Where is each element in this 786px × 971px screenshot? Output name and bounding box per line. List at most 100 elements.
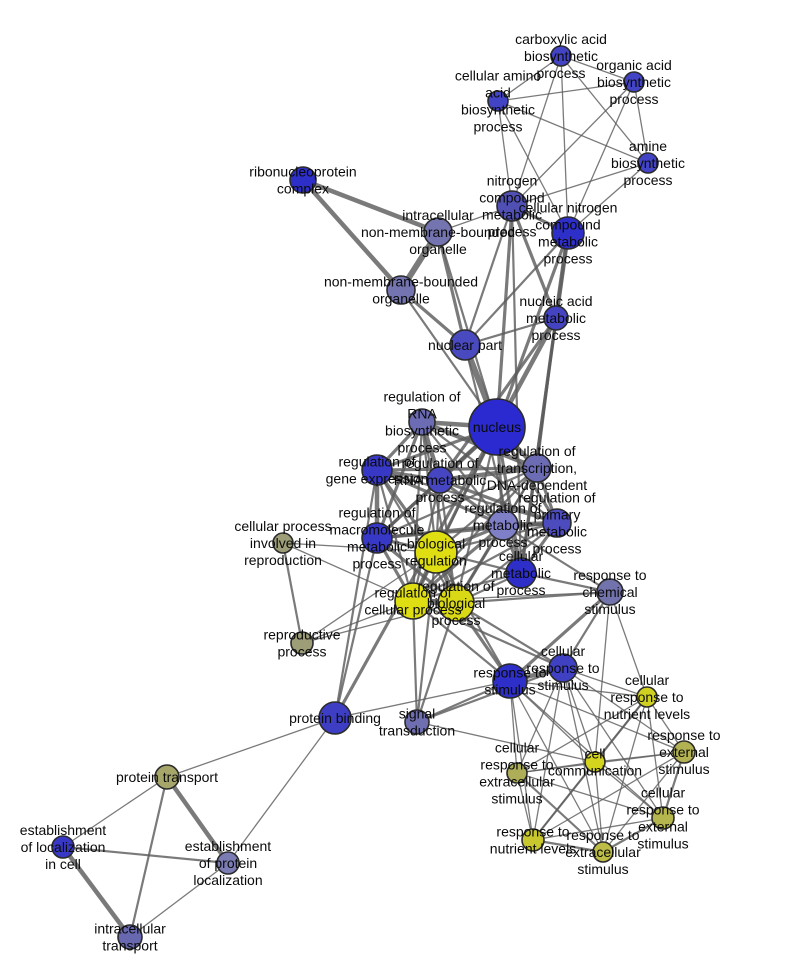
graph-node-cellular-response-to-external-stimulus[interactable] bbox=[651, 806, 675, 830]
graph-node-non-membrane-bounded-organelle[interactable] bbox=[386, 275, 416, 305]
graph-node-label-regulation-of-rna-metabolic-process: regulation of RNA metabolic process bbox=[394, 455, 487, 505]
graph-node-response-to-stimulus[interactable] bbox=[492, 663, 528, 699]
edge-organic-acid-biosynthetic-process--cellular-nitrogen-compound-metabolic-process bbox=[567, 81, 635, 234]
edge-cellular-response-to-nutrient-levels--cellular-response-to-external-stimulus bbox=[646, 696, 664, 819]
graph-node-intracellular-transport[interactable] bbox=[117, 924, 143, 950]
graph-node-label-ribonucleoprotein-complex: ribonucleoprotein complex bbox=[249, 164, 356, 197]
graph-node-regulation-of-cellular-process[interactable] bbox=[394, 582, 432, 620]
graph-node-response-to-external-stimulus[interactable] bbox=[672, 740, 696, 764]
edge-regulation-of-transcription-dna-dependent--regulation-of-rna-metabolic-process bbox=[439, 465, 538, 483]
graph-node-nitrogen-compound-metabolic-process[interactable] bbox=[496, 190, 528, 222]
edge-carboxylic-acid-biosynthetic-process--cellular-nitrogen-compound-metabolic-process bbox=[560, 55, 569, 234]
edge-signal-transduction--regulation-of-cellular-process bbox=[411, 600, 419, 723]
edge-intracellular-non-membrane-bounded-organelle--nuclear-part bbox=[436, 231, 467, 346]
graph-node-protein-binding[interactable] bbox=[318, 701, 352, 735]
graph-node-protein-transport[interactable] bbox=[154, 764, 180, 790]
edge-cell-communication--cellular-response-to-external-stimulus bbox=[594, 761, 664, 819]
edge-cell-communication--response-to-nutrient-levels bbox=[532, 761, 596, 841]
graph-node-organic-acid-biosynthetic-process[interactable] bbox=[623, 71, 645, 93]
graph-node-label-carboxylic-acid-biosynthetic-process: carboxylic acid biosynthetic process bbox=[515, 31, 607, 81]
graph-node-cellular-response-to-stimulus[interactable] bbox=[548, 653, 578, 683]
edge-regulation-of-transcription-dna-dependent--regulation-of-macromolecule-metabolic-process bbox=[376, 466, 538, 540]
edge-ribonucleoprotein-complex--intracellular-non-membrane-bounded-organelle bbox=[302, 177, 439, 235]
edge-response-to-chemical-stimulus--regulation-of-biological-process bbox=[455, 590, 611, 605]
edge-signal-transduction--cell-communication bbox=[416, 721, 596, 763]
graph-node-label-amine-biosynthetic-process: amine biosynthetic process bbox=[611, 138, 685, 188]
edge-response-to-nutrient-levels--response-to-extracellular-stimulus bbox=[532, 838, 604, 854]
edge-cellular-response-to-stimulus--regulation-of-biological-process bbox=[455, 602, 564, 669]
graph-node-response-to-nutrient-levels[interactable] bbox=[521, 828, 545, 852]
edge-regulation-of-transcription-dna-dependent--biological-regulation bbox=[435, 467, 538, 553]
edge-organic-acid-biosynthetic-process--nitrogen-compound-metabolic-process bbox=[511, 81, 635, 207]
node-layer bbox=[51, 45, 696, 950]
graph-node-amine-biosynthetic-process[interactable] bbox=[637, 152, 659, 174]
edge-cellular-amino-acid-biosynthetic-process--amine-biosynthetic-process bbox=[497, 100, 649, 164]
edge-response-to-stimulus--response-to-extracellular-stimulus bbox=[509, 680, 604, 853]
edge-cellular-response-to-extracellular-stimulus--response-to-extracellular-stimulus bbox=[516, 772, 604, 853]
edge-carboxylic-acid-biosynthetic-process--organic-acid-biosynthetic-process bbox=[560, 55, 635, 83]
graph-node-establishment-of-localization-in-cell[interactable] bbox=[51, 835, 75, 859]
edge-cellular-response-to-stimulus--cellular-response-to-external-stimulus bbox=[562, 667, 664, 819]
edge-cellular-response-to-extracellular-stimulus--cellular-response-to-external-stimulus bbox=[516, 772, 664, 819]
graph-node-label-response-to-extracellular-stimulus: response to extracellular stimulus bbox=[565, 827, 641, 877]
graph-node-label-non-membrane-bounded-organelle: non-membrane-bounded organelle bbox=[324, 274, 478, 307]
graph-node-intracellular-non-membrane-bounded-organelle[interactable] bbox=[423, 217, 453, 247]
graph-node-cellular-response-to-nutrient-levels[interactable] bbox=[636, 686, 658, 708]
graph-node-reproductive-process[interactable] bbox=[290, 631, 314, 655]
edge-regulation-of-transcription-dna-dependent--regulation-of-gene-expression bbox=[376, 466, 538, 472]
graph-node-nucleic-acid-metabolic-process[interactable] bbox=[543, 305, 569, 331]
graph-node-carboxylic-acid-biosynthetic-process[interactable] bbox=[550, 45, 572, 67]
graph-node-label-nitrogen-compound-metabolic-process: nitrogen compound metabolic process bbox=[479, 173, 544, 240]
edge-signal-transduction--biological-regulation bbox=[415, 551, 438, 723]
graph-node-cellular-response-to-extracellular-stimulus[interactable] bbox=[506, 762, 528, 784]
graph-node-regulation-of-transcription-dna-dependent[interactable] bbox=[522, 453, 552, 483]
graph-node-regulation-of-biological-process[interactable] bbox=[437, 584, 475, 622]
graph-node-regulation-of-macromolecule-metabolic-process[interactable] bbox=[361, 522, 393, 554]
graph-node-regulation-of-primary-metabolic-process[interactable] bbox=[542, 508, 572, 538]
graph-node-cellular-amino-acid-biosynthetic-process[interactable] bbox=[487, 90, 509, 112]
graph-node-label-cell-communication: cell communication bbox=[548, 746, 642, 779]
graph-node-label-cellular-response-to-external-stimulus: cellular response to external stimulus bbox=[626, 785, 699, 852]
graph-node-label-protein-binding: protein binding bbox=[289, 710, 381, 726]
graph-node-label-cellular-response-to-stimulus: cellular response to stimulus bbox=[526, 643, 599, 693]
graph-node-nucleus[interactable] bbox=[468, 398, 526, 456]
graph-node-response-to-extracellular-stimulus[interactable] bbox=[592, 841, 614, 863]
graph-node-label-cellular-metabolic-process: cellular metabolic process bbox=[491, 548, 551, 598]
graph-node-label-intracellular-non-membrane-bounded-organelle: intracellular non-membrane-bounded organel… bbox=[361, 207, 515, 257]
graph-node-establishment-of-protein-localization[interactable] bbox=[216, 851, 240, 875]
graph-node-nuclear-part[interactable] bbox=[449, 329, 481, 361]
graph-node-label-establishment-of-protein-localization: establishment of protein localization bbox=[185, 838, 271, 888]
edge-cellular-amino-acid-biosynthetic-process--organic-acid-biosynthetic-process bbox=[497, 81, 635, 102]
edge-cellular-process-involved-in-reproduction--biological-regulation bbox=[282, 542, 437, 553]
graph-node-cellular-metabolic-process[interactable] bbox=[505, 557, 537, 589]
graph-node-cellular-process-involved-in-reproduction[interactable] bbox=[272, 532, 294, 554]
edge-organic-acid-biosynthetic-process--amine-biosynthetic-process bbox=[633, 81, 649, 164]
graph-node-label-nuclear-part: nuclear part bbox=[428, 337, 502, 353]
graph-node-label-cellular-nitrogen-compound-metabolic-process: cellular nitrogen compound metabolic proces… bbox=[519, 200, 618, 267]
edge-cellular-response-to-stimulus--regulation-of-cellular-process bbox=[412, 599, 564, 670]
edge-protein-binding--regulation-of-macromolecule-metabolic-process bbox=[333, 537, 379, 719]
graph-node-regulation-of-gene-expression[interactable] bbox=[361, 454, 393, 486]
graph-node-label-regulation-of-macromolecule-metabolic-process: regulation of macromolecule metabolic proce… bbox=[330, 505, 425, 572]
edge-signal-transduction--regulation-of-biological-process bbox=[415, 602, 458, 723]
graph-node-cellular-nitrogen-compound-metabolic-process[interactable] bbox=[551, 216, 585, 250]
edge-response-to-chemical-stimulus--regulation-of-metabolic-process bbox=[502, 524, 611, 593]
edge-nucleic-acid-metabolic-process--nuclear-part bbox=[464, 316, 557, 347]
graph-node-regulation-of-rna-biosynthetic-process[interactable] bbox=[408, 408, 436, 436]
edge-cellular-response-to-stimulus--cellular-response-to-extracellular-stimulus bbox=[516, 667, 564, 774]
graph-node-regulation-of-metabolic-process[interactable] bbox=[487, 509, 519, 541]
edge-response-to-stimulus--biological-regulation bbox=[435, 551, 511, 682]
graph-node-cell-communication[interactable] bbox=[584, 751, 606, 773]
graph-node-response-to-chemical-stimulus[interactable] bbox=[596, 578, 624, 606]
graph-node-signal-transduction[interactable] bbox=[404, 709, 430, 735]
edge-regulation-of-rna-biosynthetic-process--regulation-of-cellular-process bbox=[411, 421, 424, 602]
graph-node-label-response-to-external-stimulus: response to external stimulus bbox=[647, 727, 720, 777]
edge-response-to-stimulus--response-to-external-stimulus bbox=[509, 680, 685, 753]
graph-node-biological-regulation[interactable] bbox=[414, 530, 458, 574]
graph-node-label-protein-transport: protein transport bbox=[116, 769, 218, 785]
graph-node-ribonucleoprotein-complex[interactable] bbox=[289, 166, 317, 194]
edge-establishment-of-localization-in-cell--intracellular-transport bbox=[61, 845, 132, 939]
graph-node-regulation-of-rna-metabolic-process[interactable] bbox=[426, 466, 454, 494]
